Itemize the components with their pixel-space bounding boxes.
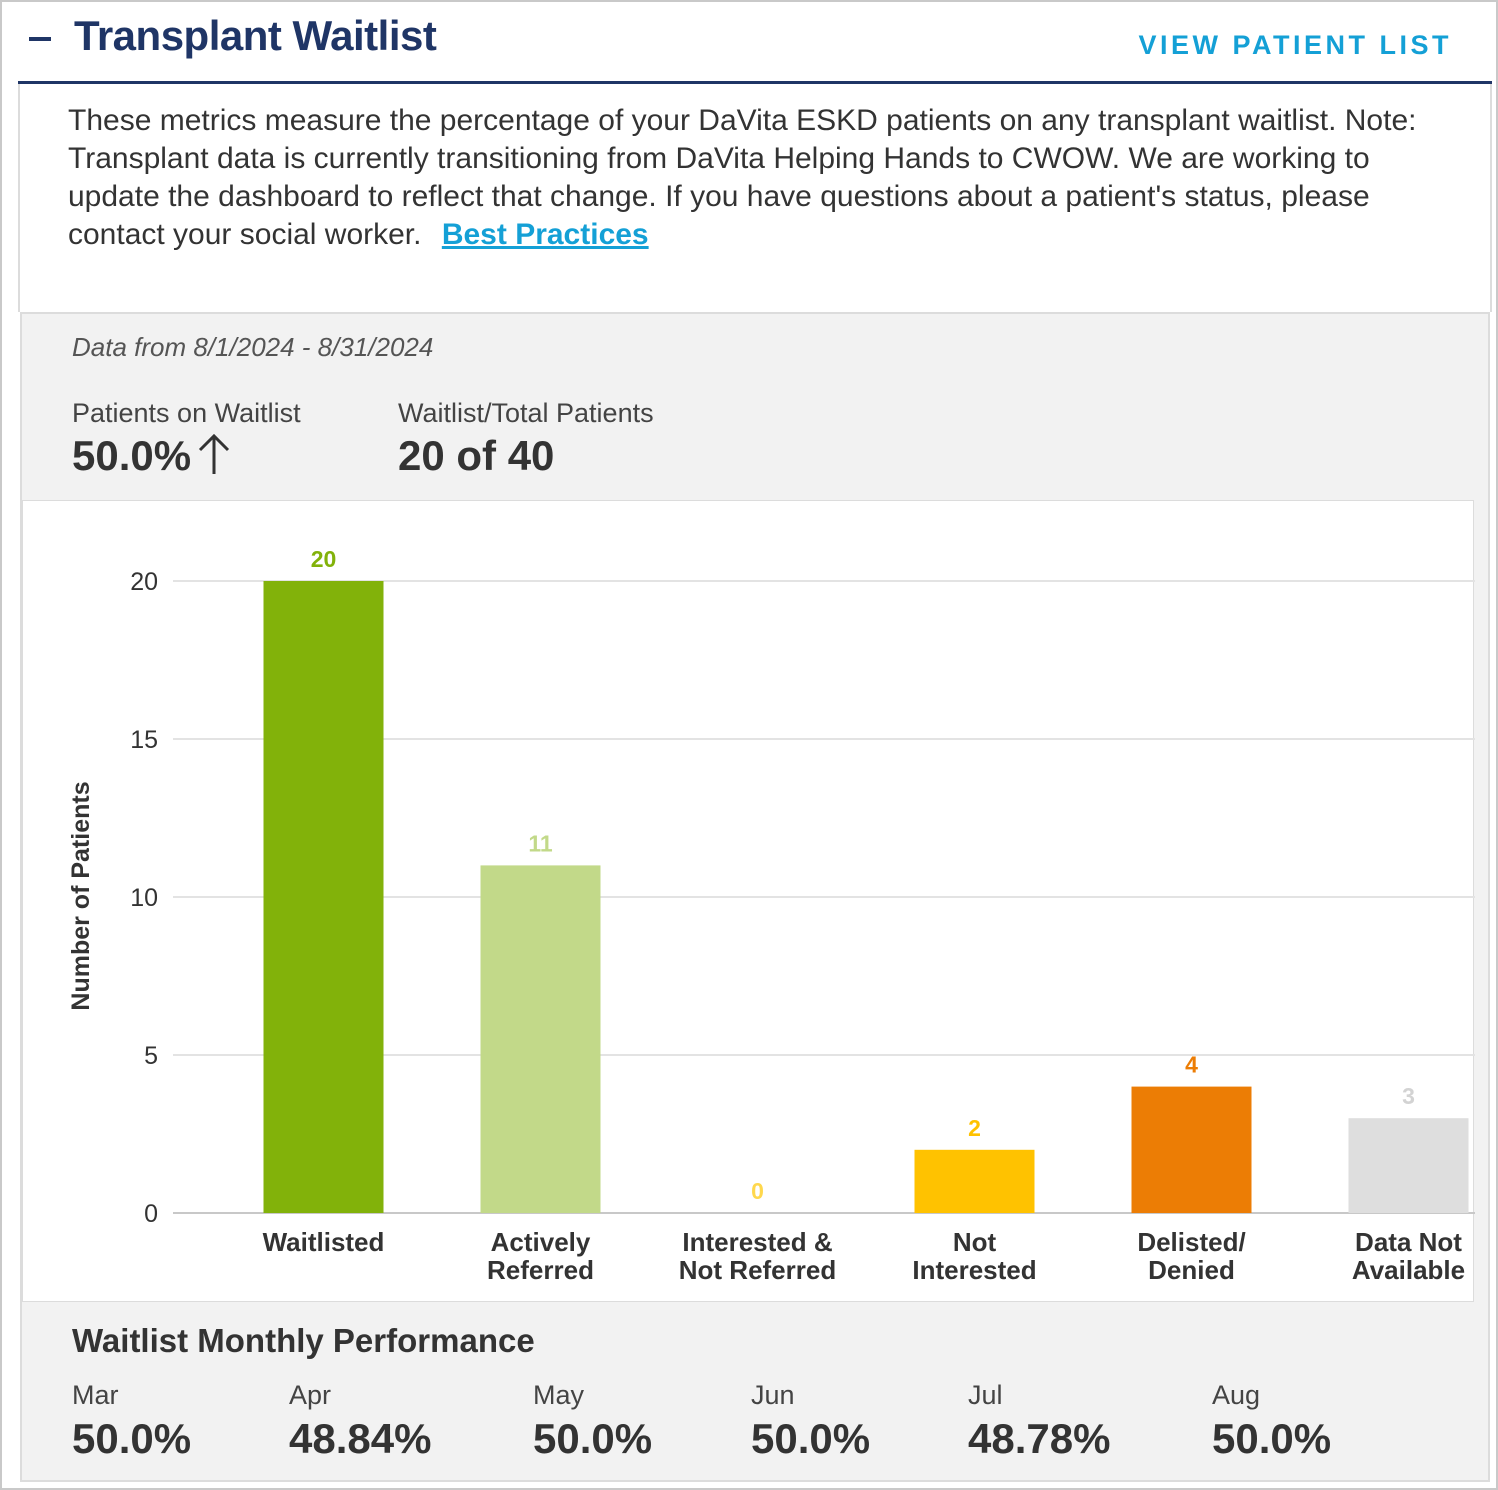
y-axis-label: Number of Patients — [67, 781, 95, 1010]
arrow-up-icon — [197, 432, 231, 486]
y-tick-label: 15 — [130, 726, 158, 754]
x-tick-label: Waitlisted — [263, 1227, 385, 1257]
x-tick-label: Interested — [912, 1255, 1036, 1285]
description: These metrics measure the percentage of … — [68, 102, 1428, 254]
month-item: Mar 50.0% — [72, 1380, 191, 1463]
data-label: 11 — [528, 830, 553, 856]
collapse-icon[interactable] — [26, 24, 56, 54]
data-label: 4 — [1185, 1052, 1198, 1078]
data-label: 2 — [968, 1115, 981, 1141]
waitlist-stat: 50.0% — [72, 432, 231, 486]
x-tick-label: Not Referred — [679, 1255, 836, 1285]
divider-right — [1490, 84, 1492, 312]
data-label: 3 — [1402, 1083, 1415, 1109]
month-item: Apr 48.84% — [289, 1380, 431, 1463]
card-header: Transplant Waitlist VIEW PATIENT LIST — [18, 2, 1492, 84]
x-tick-label: Referred — [487, 1255, 594, 1285]
y-tick-label: 10 — [130, 884, 158, 912]
month-value: 50.0% — [72, 1415, 192, 1462]
month-label: Aug — [1212, 1380, 1261, 1410]
month-value: 48.84% — [289, 1415, 432, 1462]
x-tick-label: Actively — [491, 1227, 591, 1257]
y-tick-label: 20 — [130, 568, 158, 596]
month-item: Jul 48.78% — [968, 1380, 1110, 1463]
month-value: 50.0% — [533, 1415, 653, 1462]
bar — [1348, 1118, 1469, 1213]
best-practices-link[interactable]: Best Practices — [441, 218, 649, 251]
data-label: 0 — [751, 1178, 764, 1204]
month-value: 50.0% — [751, 1415, 871, 1462]
month-label: Jul — [968, 1380, 1003, 1410]
x-tick-label: Available — [1352, 1255, 1465, 1285]
month-label: Mar — [72, 1380, 119, 1410]
month-label: Jun — [751, 1380, 795, 1410]
x-tick-label: Not — [953, 1227, 997, 1257]
waitlist-value: 50.0% — [72, 432, 192, 480]
view-patient-list-link[interactable]: VIEW PATIENT LIST — [1138, 30, 1452, 60]
monthly-performance-title: Waitlist Monthly Performance — [72, 1322, 535, 1359]
divider-left — [18, 84, 20, 312]
x-tick-label: Denied — [1148, 1255, 1235, 1285]
month-item: Aug 50.0% — [1212, 1380, 1331, 1463]
month-label: Apr — [289, 1380, 332, 1410]
date-range: Data from 8/1/2024 - 8/31/2024 — [72, 332, 434, 362]
status-bar-chart: 0 5 10 15 20 Number of Patients 20 Waitlisted 11… — [22, 500, 1475, 1302]
metrics-panel: Data from 8/1/2024 - 8/31/2024 Patients … — [20, 312, 1490, 1482]
bar — [263, 581, 384, 1213]
x-tick-label: Interested & — [682, 1227, 832, 1257]
ratio-value: 20 of 40 — [398, 432, 555, 479]
bar — [914, 1149, 1035, 1213]
month-value: 48.78% — [968, 1415, 1111, 1462]
month-label: May — [533, 1380, 585, 1410]
y-tick-label: 5 — [144, 1042, 158, 1070]
data-label: 20 — [311, 546, 337, 572]
waitlist-label: Patients on Waitlist — [72, 398, 301, 428]
description-text: These metrics measure the percentage of … — [68, 104, 1417, 251]
x-tick-label: Delisted/ — [1137, 1227, 1245, 1257]
card-title: Transplant Waitlist — [74, 12, 437, 59]
month-value: 50.0% — [1212, 1415, 1332, 1462]
month-item: May 50.0% — [533, 1380, 652, 1463]
bar — [480, 865, 601, 1213]
y-tick-label: 0 — [144, 1200, 158, 1228]
bar — [1131, 1086, 1252, 1213]
ratio-label: Waitlist/Total Patients — [398, 398, 654, 428]
x-tick-label: Data Not — [1355, 1227, 1462, 1257]
month-item: Jun 50.0% — [751, 1380, 870, 1463]
